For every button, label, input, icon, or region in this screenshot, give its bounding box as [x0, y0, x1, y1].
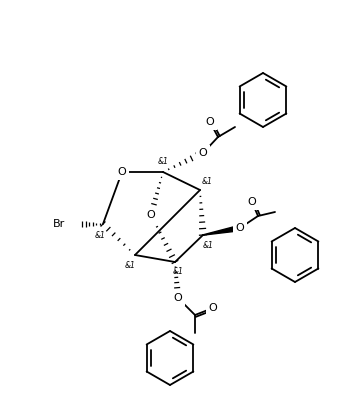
- Text: &1: &1: [203, 241, 214, 249]
- Text: O: O: [118, 167, 126, 177]
- Text: O: O: [174, 293, 183, 303]
- Polygon shape: [203, 225, 240, 235]
- Text: &1: &1: [202, 177, 213, 187]
- Text: O: O: [199, 148, 207, 158]
- Text: O: O: [146, 210, 155, 220]
- Text: O: O: [206, 117, 214, 127]
- Text: O: O: [247, 197, 256, 207]
- Text: O: O: [209, 303, 217, 313]
- Text: O: O: [235, 223, 244, 233]
- Text: Br: Br: [53, 219, 65, 229]
- Text: &1: &1: [95, 231, 106, 239]
- Text: &1: &1: [125, 260, 136, 270]
- Text: &1: &1: [173, 268, 184, 276]
- Text: &1: &1: [157, 158, 168, 166]
